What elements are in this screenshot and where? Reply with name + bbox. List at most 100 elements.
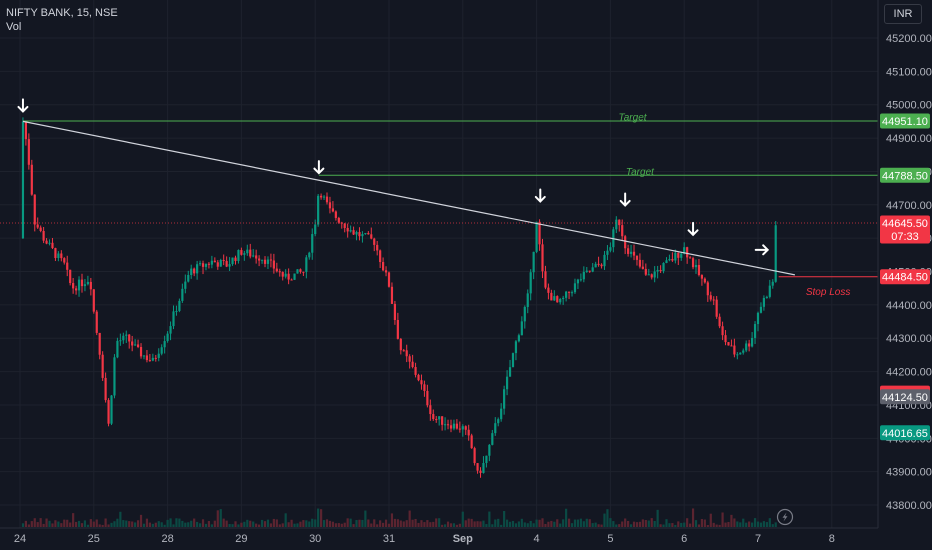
candle-body [136, 344, 140, 348]
volume-bar [603, 513, 606, 527]
candle-body [340, 222, 343, 224]
lightning-icon[interactable] [776, 508, 794, 526]
volume-bar [234, 521, 237, 527]
candle-body [299, 269, 302, 272]
volume-bar [39, 518, 42, 527]
volume-bar [467, 518, 470, 527]
candle-body [730, 345, 733, 347]
volume-bar [733, 518, 736, 527]
volume-bar [198, 523, 202, 527]
candle-body [193, 268, 196, 274]
level-annotation: Target [619, 112, 648, 123]
volume-bar [231, 524, 234, 527]
volume-bar [89, 519, 92, 527]
time-tick-label: 8 [829, 533, 835, 545]
volume-bar [325, 519, 329, 527]
candle-body [45, 240, 48, 244]
volume-bar [393, 518, 397, 527]
candle-body [473, 448, 476, 464]
candle-body [240, 250, 243, 255]
currency-button[interactable]: INR [884, 4, 922, 24]
volume-indicator-label[interactable]: Vol [6, 21, 22, 33]
volume-bar [216, 510, 219, 527]
candle-body [66, 262, 69, 270]
trendline[interactable] [22, 120, 796, 276]
volume-bar [66, 519, 69, 527]
candle-body [414, 367, 417, 375]
volume-bars [21, 508, 777, 527]
candles [21, 117, 777, 478]
time-axis[interactable]: 24 25 28 29 30 31 Sep 4 5 6 7 8 [14, 533, 835, 545]
volume-bar [246, 519, 249, 527]
volume-bar [736, 521, 739, 527]
volume-bar [582, 521, 585, 527]
candle-body [63, 258, 66, 263]
volume-bar [508, 521, 512, 527]
candle-body [482, 463, 485, 473]
candle-body [511, 353, 515, 368]
volume-bar [314, 519, 317, 527]
volume-bar [364, 510, 367, 527]
candle-body [311, 234, 314, 253]
volume-bar [252, 521, 255, 527]
volume-bar [331, 521, 335, 527]
time-tick-label: Sep [453, 533, 473, 545]
volume-bar [24, 520, 28, 527]
volume-bar [449, 523, 453, 527]
time-tick-label: 5 [607, 533, 613, 545]
symbol-title[interactable]: NIFTY BANK, 15, NSE [6, 7, 118, 19]
price-tag-bg [880, 113, 930, 129]
volume-bar [591, 523, 594, 527]
volume-bar [544, 523, 547, 527]
candle-body [57, 253, 60, 259]
volume-bar [320, 509, 323, 527]
candle-body [680, 253, 683, 258]
candle-body [243, 253, 246, 255]
candle-body [207, 263, 211, 265]
candle-body [715, 299, 718, 317]
volume-bar [712, 522, 715, 527]
candle-body [24, 121, 28, 140]
volume-bar [293, 523, 296, 527]
volume-bar [116, 518, 119, 527]
candle-body [756, 312, 760, 325]
arrow-down-icon [619, 192, 631, 207]
volume-bar [691, 508, 695, 527]
candle-body [686, 247, 689, 258]
price-tick-label: 44700.00 [886, 200, 932, 212]
candle-body [703, 278, 706, 283]
candle-body [668, 259, 671, 261]
candle-body [272, 260, 275, 269]
time-tick-label: 6 [681, 533, 687, 545]
price-tag: 44645.50 [880, 215, 930, 244]
candle-body [266, 259, 270, 264]
volume-bar [771, 524, 774, 527]
candle-body [544, 271, 547, 288]
price-tag-bg [880, 215, 930, 244]
candle-body [119, 340, 122, 342]
candle-body [467, 429, 470, 436]
candle-body [51, 242, 54, 249]
volume-bar [187, 522, 190, 527]
volume-bar [284, 513, 287, 527]
volume-bar [606, 509, 609, 527]
candle-body [396, 320, 399, 339]
candle-body [331, 208, 335, 212]
volume-bar [358, 519, 361, 527]
price-tag: 44484.50 [880, 269, 930, 285]
price-tag-label: 44645.50 [882, 218, 928, 230]
candle-body [771, 281, 774, 286]
volume-bar [653, 520, 656, 527]
horizontal-levels[interactable] [0, 120, 878, 278]
volume-bar [455, 524, 458, 527]
volume-bar [632, 521, 636, 527]
volume-bar [119, 511, 122, 527]
candle-body [494, 423, 497, 434]
candle-body [260, 259, 264, 261]
price-tick-label: 43800.00 [886, 500, 932, 512]
candle-body [216, 262, 219, 267]
candle-body [287, 273, 290, 280]
time-tick-label: 24 [14, 533, 26, 545]
volume-bar [665, 519, 668, 527]
